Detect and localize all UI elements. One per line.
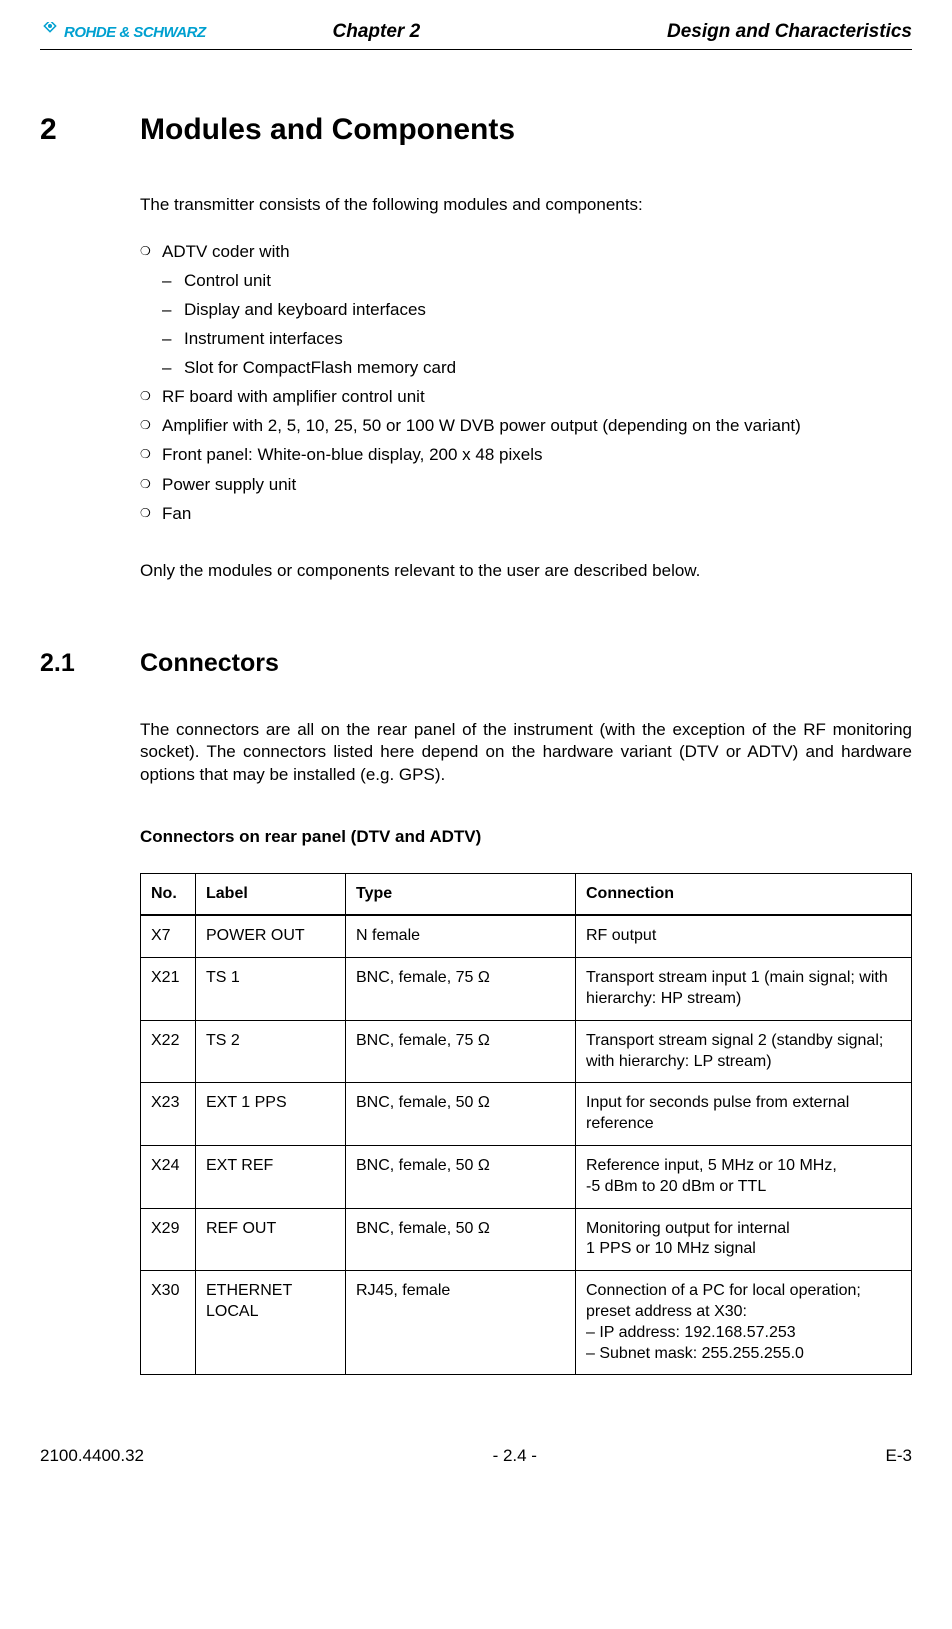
modules-list: ADTV coder with Control unit Display and… (140, 241, 912, 525)
table-header-type: Type (346, 873, 576, 915)
heading-2: 2.1 Connectors (40, 647, 912, 680)
cell-type: BNC, female, 50 Ω (346, 1146, 576, 1209)
table-body: X7 POWER OUT N female RF output X21 TS 1… (141, 915, 912, 1374)
cell-label: REF OUT (196, 1208, 346, 1271)
list-item: Fan (140, 503, 912, 525)
cell-label: POWER OUT (196, 915, 346, 957)
footer-left: 2100.4400.32 (40, 1445, 144, 1467)
cell-type: BNC, female, 75 Ω (346, 958, 576, 1021)
table-header-row: No. Label Type Connection (141, 873, 912, 915)
table-title: Connectors on rear panel (DTV and ADTV) (140, 826, 912, 848)
heading-1: 2 Modules and Components (40, 110, 912, 149)
heading-2-number: 2.1 (40, 647, 140, 680)
cell-label: EXT REF (196, 1146, 346, 1209)
cell-type: N female (346, 915, 576, 957)
cell-type: BNC, female, 50 Ω (346, 1083, 576, 1146)
table-header-no: No. (141, 873, 196, 915)
table-header-label: Label (196, 873, 346, 915)
cell-connection: Monitoring output for internal 1 PPS or … (576, 1208, 912, 1271)
table-row: X21 TS 1 BNC, female, 75 Ω Transport str… (141, 958, 912, 1021)
chapter-label: Chapter 2 (86, 20, 667, 45)
connectors-table: No. Label Type Connection X7 POWER OUT N… (140, 873, 912, 1376)
heading-2-title: Connectors (140, 647, 279, 680)
connectors-intro: The connectors are all on the rear panel… (140, 719, 912, 785)
cell-connection: Connection of a PC for local operation; … (576, 1271, 912, 1375)
cell-connection: Reference input, 5 MHz or 10 MHz, -5 dBm… (576, 1146, 912, 1209)
heading-1-number: 2 (40, 110, 140, 149)
cell-label: TS 1 (196, 958, 346, 1021)
table-row: X22 TS 2 BNC, female, 75 Ω Transport str… (141, 1020, 912, 1083)
list-item: Amplifier with 2, 5, 10, 25, 50 or 100 W… (140, 415, 912, 437)
cell-connection: Transport stream signal 2 (standby signa… (576, 1020, 912, 1083)
sub-list-item: Display and keyboard interfaces (162, 299, 912, 321)
footer-right: E-3 (886, 1445, 912, 1467)
cell-type: BNC, female, 50 Ω (346, 1208, 576, 1271)
cell-no: X7 (141, 915, 196, 957)
cell-connection: RF output (576, 915, 912, 957)
table-header-connection: Connection (576, 873, 912, 915)
table-row: X30 ETHERNET LOCAL RJ45, female Connecti… (141, 1271, 912, 1375)
cell-no: X21 (141, 958, 196, 1021)
cell-no: X29 (141, 1208, 196, 1271)
cell-no: X24 (141, 1146, 196, 1209)
page-header: ROHDE & SCHWARZ Chapter 2 Design and Cha… (40, 20, 912, 50)
cell-no: X30 (141, 1271, 196, 1375)
table-row: X24 EXT REF BNC, female, 50 Ω Reference … (141, 1146, 912, 1209)
sub-list-item: Control unit (162, 270, 912, 292)
table-row: X7 POWER OUT N female RF output (141, 915, 912, 957)
cell-label: ETHERNET LOCAL (196, 1271, 346, 1375)
section-label: Design and Characteristics (667, 20, 912, 45)
cell-connection: Input for seconds pulse from external re… (576, 1083, 912, 1146)
cell-no: X22 (141, 1020, 196, 1083)
list-item: Front panel: White-on-blue display, 200 … (140, 444, 912, 466)
list-item: ADTV coder with Control unit Display and… (140, 241, 912, 379)
table-row: X23 EXT 1 PPS BNC, female, 50 Ω Input fo… (141, 1083, 912, 1146)
list-item: Power supply unit (140, 474, 912, 496)
page-footer: 2100.4400.32 - 2.4 - E-3 (40, 1445, 912, 1467)
footer-center: - 2.4 - (493, 1445, 537, 1467)
intro-paragraph: The transmitter consists of the followin… (140, 194, 912, 216)
list-item-text: ADTV coder with (162, 242, 290, 261)
cell-type: RJ45, female (346, 1271, 576, 1375)
cell-label: EXT 1 PPS (196, 1083, 346, 1146)
heading-1-title: Modules and Components (140, 110, 515, 149)
table-row: X29 REF OUT BNC, female, 50 Ω Monitoring… (141, 1208, 912, 1271)
cell-type: BNC, female, 75 Ω (346, 1020, 576, 1083)
list-item: RF board with amplifier control unit (140, 386, 912, 408)
sub-list: Control unit Display and keyboard interf… (162, 270, 912, 379)
sub-list-item: Instrument interfaces (162, 328, 912, 350)
cell-connection: Transport stream input 1 (main signal; w… (576, 958, 912, 1021)
logo-diamond-icon (40, 22, 60, 42)
cell-label: TS 2 (196, 1020, 346, 1083)
note-paragraph: Only the modules or components relevant … (140, 560, 912, 582)
cell-no: X23 (141, 1083, 196, 1146)
sub-list-item: Slot for CompactFlash memory card (162, 357, 912, 379)
